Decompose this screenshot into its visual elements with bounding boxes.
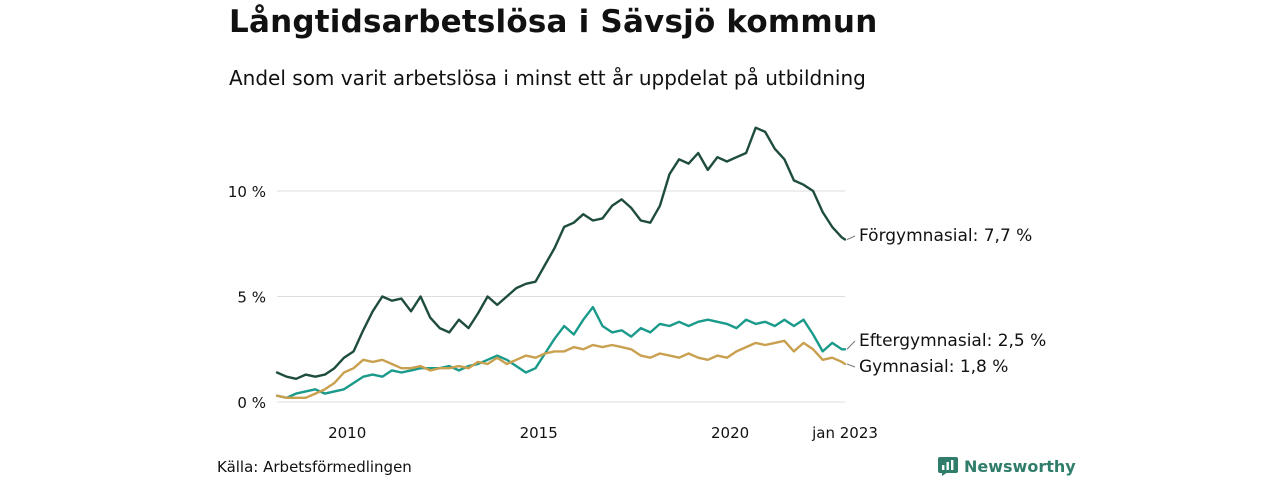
label-connector-gymnasial bbox=[846, 363, 856, 368]
chart-title: Långtidsarbetslösa i Sävsjö kommun bbox=[229, 4, 878, 40]
x-tick-label: 2010 bbox=[328, 424, 366, 442]
x-tick-label: 2015 bbox=[520, 424, 558, 442]
series-line-gymnasial bbox=[275, 339, 847, 399]
x-tick-label: jan 2023 bbox=[811, 424, 878, 442]
brand-name: Newsworthy bbox=[964, 457, 1076, 476]
series-line-eftergymnasial bbox=[275, 305, 847, 399]
x-axis-ticks: 2010 2015 2020 jan 2023 bbox=[328, 424, 878, 442]
y-tick-label: 5 % bbox=[237, 289, 266, 307]
line-chart: 0 % 5 % 10 % 2010 2015 2020 jan 2023 Förgymna… bbox=[228, 126, 1046, 442]
gridlines bbox=[277, 190, 845, 403]
series-lines bbox=[275, 126, 847, 399]
chart-subtitle: Andel som varit arbetslösa i minst ett å… bbox=[229, 66, 866, 90]
y-axis-ticks: 0 % 5 % 10 % bbox=[228, 183, 266, 412]
series-line-forgymnasial bbox=[275, 126, 847, 380]
source-note: Källa: Arbetsförmedlingen bbox=[217, 458, 412, 476]
y-tick-label: 10 % bbox=[228, 183, 266, 201]
series-label-forgymnasial: Förgymnasial: 7,7 % bbox=[859, 226, 1032, 246]
brand-link[interactable]: Newsworthy bbox=[938, 457, 1076, 476]
newsworthy-logo-icon bbox=[938, 457, 958, 476]
series-label-eftergymnasial: Eftergymnasial: 2,5 % bbox=[859, 331, 1046, 351]
x-tick-label: 2020 bbox=[711, 424, 749, 442]
y-tick-label: 0 % bbox=[237, 394, 266, 412]
series-end-labels: Förgymnasial: 7,7 % Eftergymnasial: 2,5 %… bbox=[846, 226, 1046, 377]
series-label-gymnasial: Gymnasial: 1,8 % bbox=[859, 357, 1008, 377]
label-connector-forgymnasial bbox=[846, 235, 856, 240]
label-connector-eftergymnasial bbox=[846, 340, 856, 350]
